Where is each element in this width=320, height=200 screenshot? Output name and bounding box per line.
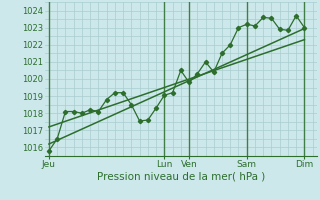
X-axis label: Pression niveau de la mer( hPa ): Pression niveau de la mer( hPa ) [97,172,265,182]
